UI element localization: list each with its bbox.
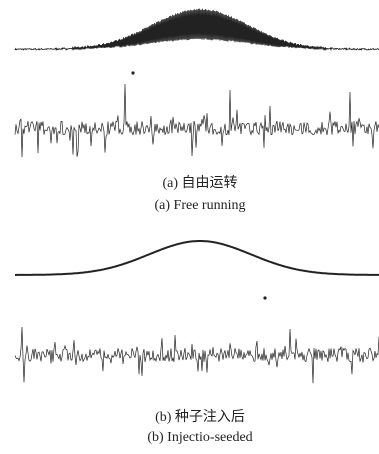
pulse-envelope-trace [15,9,379,50]
caption-cn: (b) 种子注入后 [155,409,245,425]
panel-b: (b) 种子注入后 (b) Injectio-seeded [15,241,379,445]
noise-trace [15,84,379,157]
caption-cn: (a) 自由运转 [162,175,237,191]
caption-en: (b) Injectio-seeded [147,430,252,445]
panel-a: (a) 自由运转 (a) Free running [15,9,379,214]
marker-dot [131,71,134,74]
pulse-envelope-trace [15,241,379,275]
figure: (a) 自由运转 (a) Free running (b) 种子注入后 (b) … [0,0,379,454]
noise-trace [15,327,379,383]
marker-dot [263,296,266,299]
caption-en: (a) Free running [155,198,246,213]
